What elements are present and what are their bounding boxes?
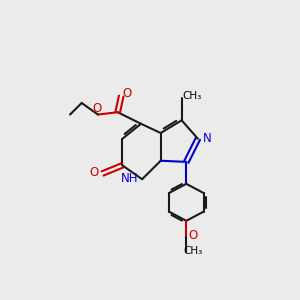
Text: O: O — [189, 229, 198, 242]
Text: NH: NH — [121, 172, 138, 184]
Text: O: O — [90, 166, 99, 179]
Text: CH₃: CH₃ — [184, 246, 203, 256]
Text: O: O — [92, 102, 101, 115]
Text: CH₃: CH₃ — [183, 91, 202, 101]
Text: O: O — [122, 87, 132, 100]
Text: N: N — [203, 132, 212, 145]
